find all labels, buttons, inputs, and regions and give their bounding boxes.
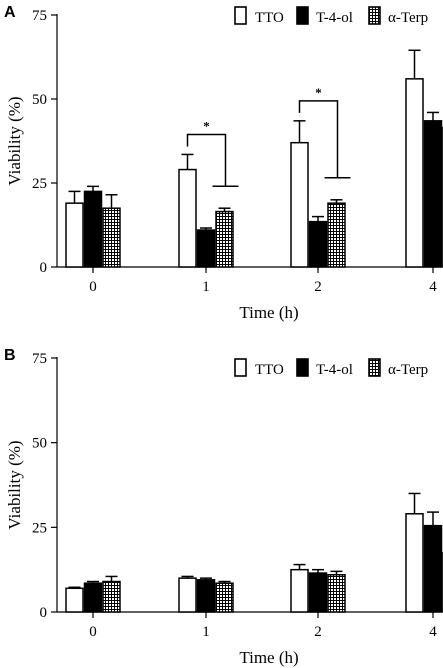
legend-swatch [296,358,309,377]
x-tick-label: 0 [89,624,97,640]
panel-label: B [4,347,16,364]
legend-label: T-4-ol [316,10,353,26]
bar-t-4-ol-2 [308,220,328,268]
bar-t-4-ol-2 [308,572,328,613]
bar-tto-0 [65,587,84,613]
bar-terp-2 [327,202,346,268]
x-tick-label: 1 [202,624,210,640]
y-tick-label: 75 [32,351,47,367]
x-tick-label: 2 [314,279,322,295]
bar-tto-4 [405,78,424,268]
significance-bracket: * [298,85,351,179]
legend-swatch [368,6,381,25]
x-tick-label: 0 [89,279,97,295]
bar-tto-2 [290,141,309,268]
y-tick-label: 25 [32,520,47,536]
chart-panel-a: A 0 25 50 75 Viability (%) 0 1 2 4 Time (h) * * TTO T-… [4,4,443,322]
y-tick-label: 50 [32,92,47,108]
panel-label: A [4,4,16,21]
bar-tto-2 [290,568,309,613]
bar-t-4-ol-0 [83,190,103,268]
bar-terp-1 [215,210,234,268]
significance-star: * [203,118,210,133]
y-axis-label: Viability (%) [5,96,24,185]
y-axis-label: Viability (%) [5,440,24,529]
bar-terp-0 [102,580,121,613]
y-tick-label: 0 [40,605,48,621]
y-tick-label: 0 [40,260,48,276]
significance-bracket: * [186,118,239,187]
bar-terp-1 [215,582,234,613]
legend-swatch [234,6,247,25]
y-tick-label: 75 [32,8,47,24]
legend: TTO T-4-ol α-Terp [234,6,428,26]
legend: TTO T-4-ol α-Terp [234,358,428,378]
bar-terp-0 [102,207,121,268]
y-tick-label: 25 [32,176,47,192]
legend-label: α-Terp [388,10,428,26]
x-tick-label: 4 [429,624,437,640]
bracket-line [298,100,351,179]
legend-swatch [368,358,381,377]
legend-label: T-4-ol [316,362,353,378]
bar-t-4-ol-4 [423,524,443,613]
legend-label: TTO [255,362,284,378]
significance-star: * [315,85,322,100]
bar-tto-0 [65,202,84,268]
bar-tto-4 [405,513,424,613]
bar-tto-1 [178,168,197,268]
bar-t-4-ol-1 [196,579,216,613]
bracket-line [186,133,239,187]
legend-swatch [296,6,309,25]
legend-swatch [234,358,247,377]
bar-t-4-ol-4 [423,120,443,268]
bar-t-4-ol-0 [83,582,103,613]
legend-label: α-Terp [388,362,428,378]
bar-tto-1 [178,577,197,613]
y-tick-label: 50 [32,436,47,452]
x-axis-label: Time (h) [239,648,298,667]
legend-label: TTO [255,10,284,26]
bar-t-4-ol-1 [196,229,216,268]
x-tick-label: 4 [429,279,437,295]
x-axis-label: Time (h) [239,303,298,322]
chart-panel-b: B 0 25 50 75 Viability (%) 0 1 2 4 Time (h) TTO T-4-… [4,347,443,667]
bar-terp-2 [327,573,346,613]
x-tick-label: 1 [202,279,210,295]
x-tick-label: 2 [314,624,322,640]
